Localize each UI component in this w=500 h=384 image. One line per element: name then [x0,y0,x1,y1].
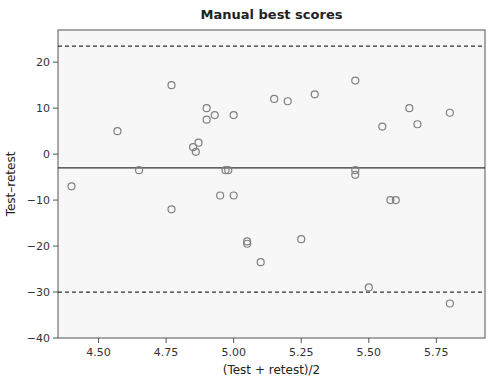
x-tick [436,338,437,343]
x-tick-label: 5.75 [424,346,449,359]
point [311,91,318,98]
y-tick [53,292,58,293]
y-axis-label: Test–retest [4,151,18,217]
point [352,171,359,178]
point [271,95,278,102]
point [379,123,386,130]
x-tick-label: 4.50 [86,346,111,359]
x-tick-label: 5.00 [221,346,246,359]
point [225,167,232,174]
y-tick-label: −20 [27,240,50,253]
x-axis-label: (Test + retest)/2 [223,363,320,377]
y-tick [53,246,58,247]
point [203,116,210,123]
x-tick [98,338,99,343]
point [203,105,210,112]
y-tick [53,338,58,339]
point [136,167,143,174]
point [392,197,399,204]
point [257,259,264,266]
x-tick [301,338,302,343]
point [230,192,237,199]
plot-area [58,30,485,338]
y-tick [53,108,58,109]
y-tick-label: 20 [36,56,50,69]
chart: 4.50 4.75 5.00 5.25 5.50 5.75 −40 −30 −20 −10 0 10 2… [0,0,500,384]
point [217,192,224,199]
upper-limit-line [58,45,485,46]
data-layer [58,46,485,307]
point [446,300,453,307]
point [211,112,218,119]
x-tick-label: 4.75 [154,346,179,359]
lower-limit-line [58,291,485,292]
point [195,139,202,146]
axes: 4.50 4.75 5.00 5.25 5.50 5.75 −40 −30 −20 −10 0 10 2… [27,56,449,359]
point [114,128,121,135]
x-tick [166,338,167,343]
x-tick-label: 5.50 [357,346,382,359]
x-tick [368,338,369,343]
x-tick [233,338,234,343]
y-tick [53,200,58,201]
x-tick-label: 5.25 [289,346,314,359]
point [352,77,359,84]
point [68,183,75,190]
point [406,105,413,112]
y-tick-label: −30 [27,286,50,299]
point [230,112,237,119]
y-tick-label: −10 [27,194,50,207]
point [446,109,453,116]
plot-frame [58,30,485,338]
point [192,148,199,155]
y-tick [53,62,58,63]
point [244,238,251,245]
y-tick-label: 0 [43,148,50,161]
point [414,121,421,128]
mean-line [58,167,485,168]
title: Manual best scores [201,7,343,22]
y-tick [53,154,58,155]
y-tick-label: 10 [36,102,50,115]
point [168,206,175,213]
point [284,98,291,105]
y-tick-label: −40 [27,332,50,345]
point [168,82,175,89]
point [298,236,305,243]
point [365,284,372,291]
